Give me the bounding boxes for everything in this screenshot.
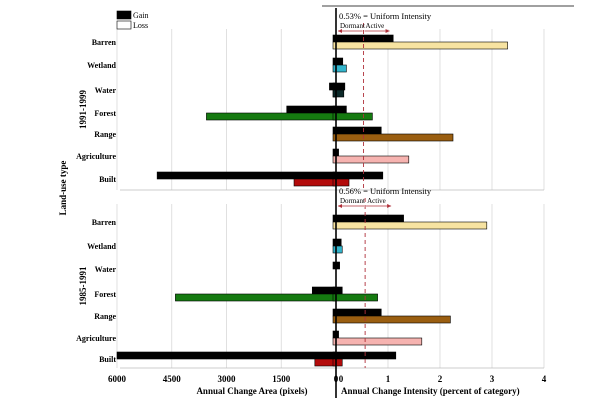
dormant-label: Dormant xyxy=(340,197,365,205)
bar-gain-intensity-barren xyxy=(332,214,404,223)
bar-gain-area-built xyxy=(116,351,337,360)
category-label-built: Built xyxy=(99,175,116,184)
bar-gain-area-built xyxy=(156,171,337,180)
category-label-built: Built xyxy=(99,355,116,364)
area-tick-label: 3000 xyxy=(218,374,237,384)
intensity-tick-label: 0 xyxy=(339,374,344,384)
legend-gain-swatch xyxy=(116,10,132,20)
intensity-tick-label: 1 xyxy=(386,374,391,384)
bar-gain-area-forest xyxy=(286,105,337,114)
intensity-tick-label: 4 xyxy=(542,374,547,384)
intensity-tick-label: 3 xyxy=(490,374,495,384)
legend-loss-label: Loss xyxy=(133,21,148,30)
dormant-arrowhead xyxy=(338,204,342,208)
bar-gain-intensity-barren xyxy=(332,34,394,43)
category-label-water: Water xyxy=(95,86,117,95)
bar-gain-intensity-forest xyxy=(332,105,347,114)
bar-loss-area-built xyxy=(293,178,337,187)
area-tick-label: 4500 xyxy=(163,374,182,384)
intensity-tick-label: 2 xyxy=(438,374,443,384)
bar-loss-intensity-range xyxy=(332,133,454,142)
bar-gain-area-forest xyxy=(311,286,337,295)
category-label-agriculture: Agriculture xyxy=(76,152,116,161)
bars-layer xyxy=(116,34,508,367)
category-label-water: Water xyxy=(95,265,117,274)
active-label: Active xyxy=(366,22,385,30)
bar-gain-intensity-forest xyxy=(332,286,343,295)
bar-loss-intensity-agriculture xyxy=(332,155,410,164)
bar-gain-intensity-built xyxy=(332,351,397,360)
bar-loss-intensity-barren xyxy=(332,221,488,230)
dormant-arrowhead xyxy=(338,29,342,33)
bar-loss-intensity-barren xyxy=(332,41,508,50)
legend-gain-label: Gain xyxy=(133,11,149,20)
labels-layer: Barren Wetland Water Forest Range Agriculture… xyxy=(58,10,547,396)
bar-loss-area-forest xyxy=(175,293,337,302)
period-label: 1991-1999 xyxy=(78,90,88,129)
active-arrowhead xyxy=(387,204,392,208)
axes-layer xyxy=(322,5,574,398)
dormant-label: Dormant xyxy=(340,22,365,30)
category-label-wetland: Wetland xyxy=(87,242,116,251)
area-tick-label: 0 xyxy=(334,374,339,384)
bar-loss-intensity-agriculture xyxy=(332,337,423,346)
x-axis-title-area: Annual Change Area (pixels) xyxy=(196,386,307,396)
bar-loss-intensity-built xyxy=(332,358,343,367)
bar-loss-intensity-water xyxy=(332,89,345,98)
bar-loss-intensity-forest xyxy=(332,112,373,121)
area-tick-label: 6000 xyxy=(108,374,127,384)
bar-loss-intensity-built xyxy=(332,178,350,187)
bar-gain-intensity-range xyxy=(332,126,382,135)
category-label-agriculture: Agriculture xyxy=(76,334,116,343)
bar-gain-intensity-range xyxy=(332,308,382,317)
active-arrowhead xyxy=(385,29,390,33)
category-label-barren: Barren xyxy=(92,38,117,47)
legend-loss-swatch xyxy=(116,20,132,30)
category-label-barren: Barren xyxy=(92,218,117,227)
bar-loss-intensity-forest xyxy=(332,293,378,302)
area-tick-label: 1500 xyxy=(272,374,291,384)
category-label-forest: Forest xyxy=(94,109,116,118)
category-label-range: Range xyxy=(94,312,116,321)
grid-layer xyxy=(116,29,545,369)
bar-gain-intensity-wetland xyxy=(332,57,344,66)
category-label-wetland: Wetland xyxy=(87,61,116,70)
bar-gain-intensity-wetland xyxy=(332,238,342,247)
bar-loss-intensity-range xyxy=(332,315,451,324)
y-axis-title: Land-use type xyxy=(58,161,68,216)
bar-loss-area-forest xyxy=(206,112,337,121)
category-label-forest: Forest xyxy=(94,290,116,299)
uniform-intensity-label: 0.56% = Uniform Intensity xyxy=(339,186,432,196)
active-label: Active xyxy=(367,197,386,205)
x-axis-title-intensity: Annual Change Intensity (percent of cate… xyxy=(341,386,520,396)
uniform-intensity-label: 0.53% = Uniform Intensity xyxy=(339,11,432,21)
bar-loss-intensity-wetland xyxy=(332,245,343,254)
bar-loss-intensity-wetland xyxy=(332,64,347,73)
category-label-range: Range xyxy=(94,130,116,139)
bar-gain-intensity-water xyxy=(332,82,346,91)
bar-gain-intensity-built xyxy=(332,171,384,180)
period-label: 1985-1991 xyxy=(78,266,88,305)
